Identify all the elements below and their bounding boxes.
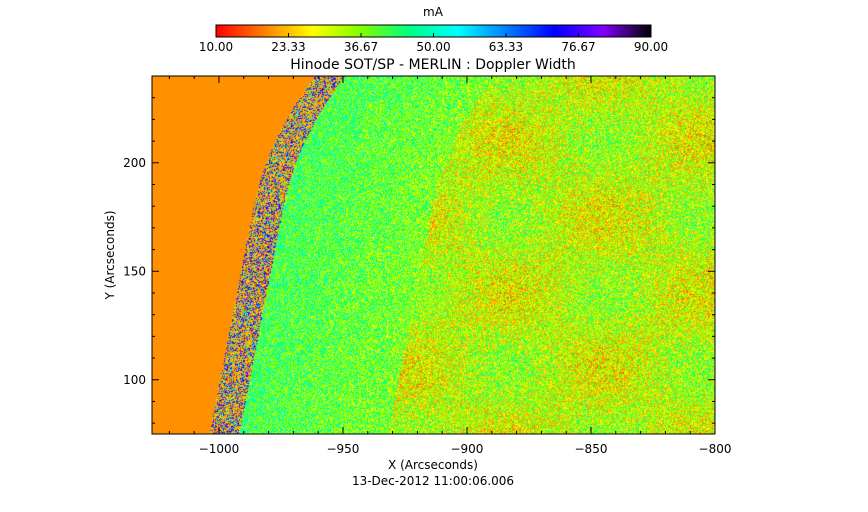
colorbar-tick-label: 23.33 — [271, 40, 305, 54]
x-axis-ticks: −1000 −950 −900 −850 −800 — [168, 76, 732, 456]
y-axis-label: Y (Arcseconds) — [103, 210, 117, 300]
colorbar-ticks: 10.00 23.33 36.67 50.00 63.33 76.67 90.00 — [199, 33, 668, 54]
heatmap-image — [152, 76, 715, 434]
y-axis-ticks: 100 150 200 — [123, 75, 715, 424]
colorbar-tick-label: 90.00 — [634, 40, 668, 54]
colorbar-tick-label: 76.67 — [561, 40, 595, 54]
x-tick-label: −950 — [326, 442, 359, 456]
colorbar-label: mA — [423, 5, 444, 19]
colorbar-tick-label: 36.67 — [344, 40, 378, 54]
x-axis-label: X (Arcseconds) — [388, 458, 478, 472]
x-tick-label: −1000 — [199, 442, 240, 456]
timestamp: 13-Dec-2012 11:00:06.006 — [352, 474, 514, 488]
colorbar-tick-label: 10.00 — [199, 40, 233, 54]
colorbar-tick-label: 63.33 — [489, 40, 523, 54]
y-tick-label: 200 — [123, 156, 146, 170]
x-tick-label: −850 — [575, 442, 608, 456]
y-tick-label: 100 — [123, 373, 146, 387]
x-tick-label: −900 — [450, 442, 483, 456]
plot-frame — [151, 75, 716, 435]
x-tick-label: −800 — [699, 442, 732, 456]
colorbar-tick-label: 50.00 — [416, 40, 450, 54]
chart-title: Hinode SOT/SP - MERLIN : Doppler Width — [290, 57, 575, 73]
y-tick-label: 150 — [123, 264, 146, 278]
